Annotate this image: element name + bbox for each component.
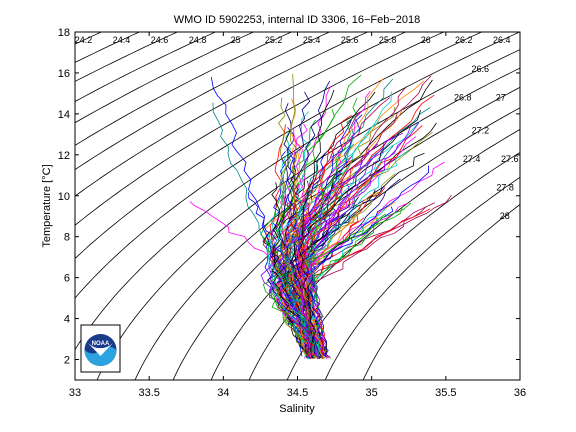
profile-line bbox=[298, 89, 335, 359]
x-tick-label: 35.5 bbox=[435, 387, 456, 399]
profile-line bbox=[288, 107, 404, 358]
density-contour bbox=[96, 49, 520, 380]
profile-line bbox=[299, 180, 313, 360]
contour-label: 24.2 bbox=[75, 35, 93, 45]
density-contour bbox=[0, 32, 63, 380]
profile-line bbox=[285, 158, 319, 357]
density-contour bbox=[0, 32, 25, 380]
density-contour bbox=[75, 32, 482, 299]
density-contour bbox=[75, 32, 216, 102]
contour-label: 26.6 bbox=[472, 64, 490, 74]
density-contours bbox=[0, 32, 520, 380]
y-tick-label: 12 bbox=[58, 150, 70, 162]
contour-label: 27.8 bbox=[496, 183, 514, 193]
noaa-logo-icon: NOAA bbox=[80, 324, 121, 373]
y-tick-label: 6 bbox=[64, 273, 70, 285]
x-tick-label: 34.5 bbox=[287, 387, 308, 399]
y-tick-label: 4 bbox=[64, 314, 70, 326]
profile-line bbox=[293, 127, 319, 360]
density-contour bbox=[75, 32, 368, 197]
density-contour bbox=[75, 32, 520, 351]
profile-line bbox=[308, 187, 386, 357]
y-tick-label: 2 bbox=[64, 355, 70, 367]
y-tick-label: 18 bbox=[58, 27, 70, 39]
profile-line bbox=[262, 202, 412, 360]
profile-line bbox=[260, 178, 350, 360]
profile-line bbox=[274, 185, 327, 359]
float-profiles bbox=[189, 73, 452, 360]
y-tick-label: 8 bbox=[64, 232, 70, 244]
profile-line bbox=[304, 150, 409, 359]
y-axis-label: Temperature [°C] bbox=[41, 164, 53, 247]
density-contour bbox=[75, 32, 406, 226]
profile-line bbox=[295, 118, 353, 357]
profile-line bbox=[277, 223, 320, 360]
profile-line bbox=[210, 76, 303, 357]
x-tick-label: 36 bbox=[514, 387, 526, 399]
chart-title: WMO ID 5902253, internal ID 3306, 16−Feb… bbox=[174, 14, 420, 26]
profile-line bbox=[297, 90, 371, 360]
profile-line bbox=[280, 114, 352, 358]
contour-label: 25.4 bbox=[303, 35, 321, 45]
x-tick-label: 33 bbox=[69, 387, 81, 399]
density-contour bbox=[286, 151, 520, 380]
svg-text:NOAA: NOAA bbox=[92, 341, 110, 347]
contour-label: 25.8 bbox=[379, 35, 397, 45]
x-tick-label: 35 bbox=[366, 387, 378, 399]
profile-line bbox=[308, 121, 420, 359]
profile-line bbox=[271, 182, 308, 359]
contour-label: 25.2 bbox=[265, 35, 283, 45]
contour-label: 27.2 bbox=[472, 125, 490, 135]
contour-label: 26.4 bbox=[493, 35, 511, 45]
profile-line bbox=[298, 75, 432, 359]
y-axis-ticks: 2 4 6 8 10 12 14 16 18 bbox=[58, 27, 520, 367]
density-contour bbox=[362, 204, 520, 380]
contour-label: 26.8 bbox=[454, 93, 472, 103]
profile-line bbox=[290, 73, 316, 359]
density-contour bbox=[210, 107, 520, 380]
y-tick-label: 10 bbox=[58, 191, 70, 203]
contour-label: 25.6 bbox=[341, 35, 359, 45]
density-contour bbox=[248, 128, 520, 380]
contour-label: 24.8 bbox=[189, 35, 207, 45]
density-contour bbox=[75, 32, 254, 124]
contour-label: 25 bbox=[231, 35, 241, 45]
profile-line bbox=[293, 109, 421, 357]
y-tick-label: 16 bbox=[58, 68, 70, 80]
x-axis-ticks: 33 33.5 34 34.5 35 35.5 36 bbox=[69, 32, 526, 399]
profile-line bbox=[284, 185, 384, 359]
contour-label: 26.2 bbox=[455, 35, 473, 45]
x-tick-label: 33.5 bbox=[138, 387, 159, 399]
contour-label: 27 bbox=[496, 93, 506, 103]
y-tick-label: 14 bbox=[58, 109, 70, 121]
profile-line bbox=[306, 178, 401, 359]
contour-label: 26 bbox=[421, 35, 431, 45]
contour-label: 24.6 bbox=[151, 35, 169, 45]
contour-label: 28 bbox=[500, 211, 510, 221]
density-contour bbox=[75, 32, 292, 146]
contour-label: 27.6 bbox=[501, 154, 519, 164]
contour-labels: 24.2 24.4 24.6 24.8 25 25.2 25.4 25.6 25.8 26 26.2… bbox=[75, 35, 519, 221]
density-contour bbox=[75, 32, 330, 171]
contour-label: 27.4 bbox=[463, 154, 481, 164]
density-contour bbox=[324, 176, 520, 380]
x-tick-label: 34 bbox=[217, 387, 229, 399]
x-axis-label: Salinity bbox=[279, 403, 315, 415]
contour-label: 24.4 bbox=[113, 35, 131, 45]
